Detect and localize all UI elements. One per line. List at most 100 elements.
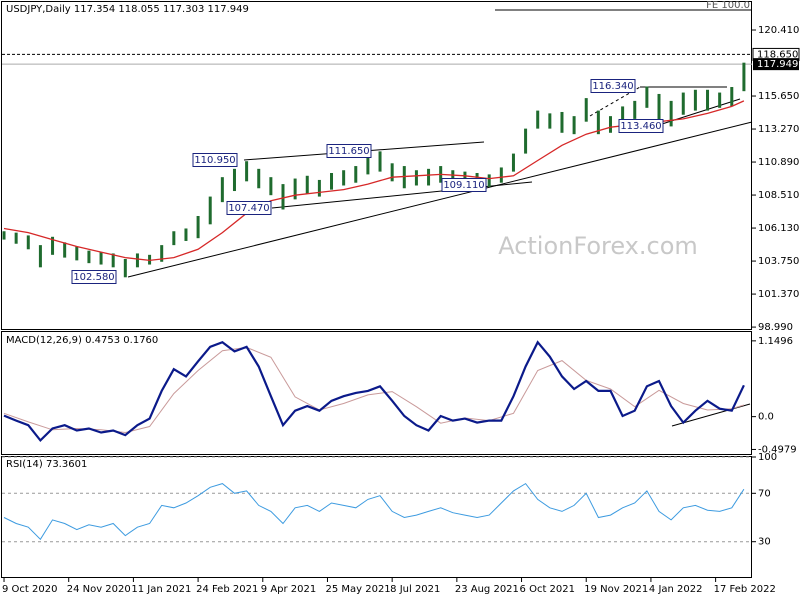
price-bar (160, 245, 164, 262)
price-bar (427, 168, 431, 186)
macd-panel (1, 331, 752, 455)
y-tick-label: 106.130 (758, 223, 799, 234)
annotation-box (590, 79, 636, 93)
price-bar (706, 89, 710, 111)
y-tick-label: 98.990 (758, 322, 793, 333)
price-bar (681, 92, 685, 115)
watermark: ActionForex.com (498, 232, 698, 260)
price-bar (135, 253, 139, 268)
price-bar (342, 170, 346, 186)
price-bar (232, 168, 236, 192)
price-bar (63, 242, 67, 258)
price-title: USDJPY,Daily 117.354 118.055 117.303 117… (6, 4, 249, 15)
x-tick-label: 8 Jul 2021 (390, 584, 440, 595)
trendline (127, 121, 753, 278)
fe-label: FE 100.0 (706, 0, 750, 11)
price-bar (148, 254, 152, 265)
price-bar (38, 245, 42, 268)
rsi-title: RSI(14) 73.3601 (6, 459, 87, 470)
price-bar (536, 110, 540, 129)
annotation: 107.470 (228, 203, 269, 214)
price-bar (633, 100, 637, 119)
price-bar (596, 110, 600, 135)
price-bar (354, 166, 358, 183)
y-tick-label: 108.510 (758, 190, 799, 201)
price-bar (2, 231, 6, 240)
macd-line (3, 340, 745, 443)
price-bar (378, 151, 382, 172)
annotation-box (441, 178, 487, 192)
price-bar (123, 258, 127, 278)
price-bar (184, 228, 188, 241)
price-bar (584, 98, 588, 122)
price-bar (245, 161, 249, 182)
x-tick-label: 4 Jan 2022 (649, 584, 703, 595)
x-tick-label: 9 Apr 2021 (261, 584, 316, 595)
x-tick-label: 19 Nov 2021 (584, 584, 648, 595)
price-bar (172, 231, 176, 246)
resistance-label: 118.650 (757, 49, 798, 60)
price-bar (99, 252, 103, 265)
annotation: 102.580 (73, 272, 114, 283)
x-tick-label: 9 Oct 2020 (2, 584, 57, 595)
price-bar (111, 253, 115, 268)
y-tick-label: 101.370 (758, 289, 799, 300)
y-tick-label: 100 (758, 452, 777, 463)
x-tick-label: 6 Oct 2021 (520, 584, 575, 595)
annotation-box (226, 201, 272, 215)
price-panel (1, 1, 752, 330)
price-bar (524, 128, 528, 154)
y-tick-label: 115.650 (758, 91, 799, 102)
price-bar (657, 93, 661, 121)
price-bar (366, 156, 370, 175)
price-bar (511, 153, 515, 172)
y-tick-label: 70 (758, 488, 771, 499)
y-tick-label: 110.890 (758, 157, 799, 168)
price-bar (26, 235, 30, 250)
last-price-box (753, 58, 799, 71)
price-bar (390, 163, 394, 182)
annotation: 113.460 (620, 121, 661, 132)
price-bar (51, 236, 55, 255)
price-bar (669, 100, 673, 127)
price-bar (196, 215, 200, 239)
y-tick-label: -0.4979 (758, 444, 797, 455)
price-bar (572, 116, 576, 135)
annotation-box (192, 153, 238, 167)
price-bar (317, 179, 321, 197)
price-bar (645, 86, 649, 108)
price-bar (87, 250, 91, 264)
annotation: 111.650 (328, 146, 369, 157)
annotation-box (326, 144, 372, 158)
annotation: 110.950 (194, 155, 235, 166)
price-bar (305, 175, 309, 194)
price-bar (730, 87, 734, 107)
x-tick-label: 11 Jan 2021 (131, 584, 191, 595)
x-tick-label: 23 Aug 2021 (455, 584, 519, 595)
annotation-box (618, 119, 664, 133)
y-tick-label: 30 (758, 537, 771, 548)
price-bar (220, 177, 224, 203)
y-tick-label: 120.410 (758, 25, 799, 36)
price-bar (402, 166, 406, 189)
price-bar (281, 184, 285, 210)
price-bar (14, 232, 18, 244)
price-bar (560, 111, 564, 133)
price-bar (718, 92, 722, 108)
macd-title: MACD(12,26,9) 0.4753 0.1760 (6, 335, 158, 346)
x-tick-label: 25 May 2021 (325, 584, 390, 595)
y-tick-label: 0.0 (758, 412, 774, 423)
rsi-line (3, 482, 745, 541)
y-tick-label: 103.750 (758, 256, 799, 267)
price-bar (257, 168, 261, 189)
price-bar (548, 113, 552, 129)
price-bar (330, 173, 334, 190)
y-tick-label: 1.1496 (758, 336, 793, 347)
price-bar (269, 177, 273, 196)
price-bar (487, 174, 491, 187)
price-bar (75, 246, 79, 261)
y-tick-label: 113.270 (758, 124, 799, 135)
price-bar (693, 89, 697, 111)
